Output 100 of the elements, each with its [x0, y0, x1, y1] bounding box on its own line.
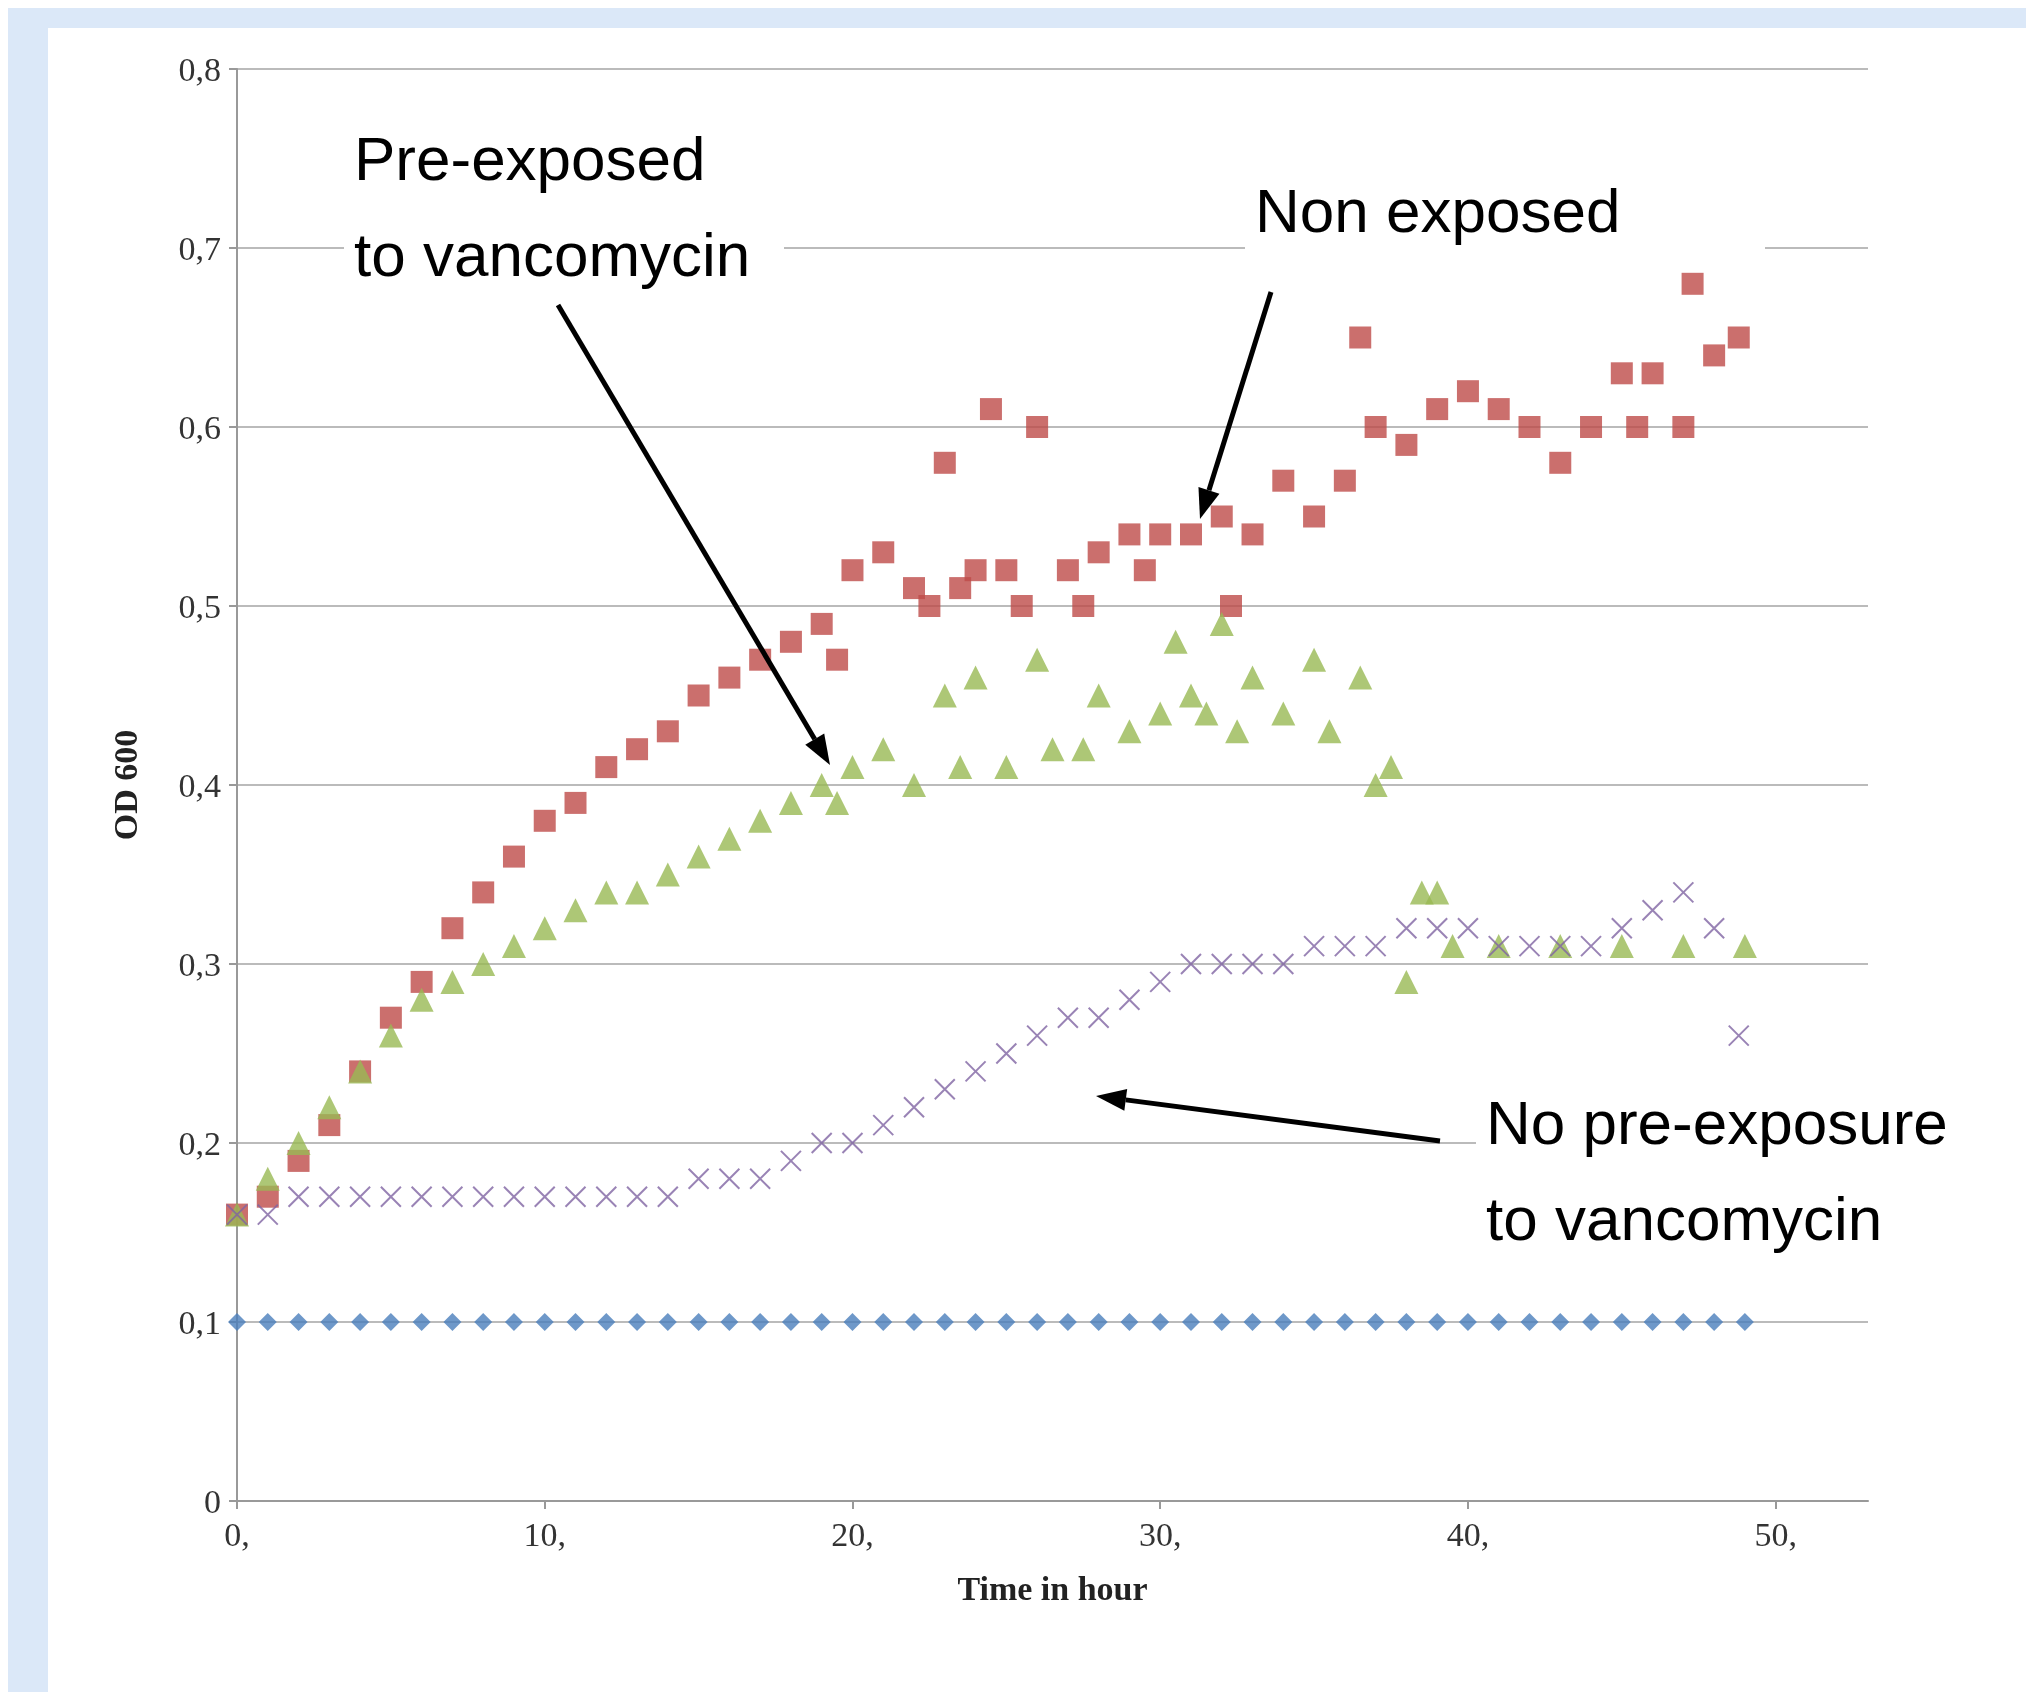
point: [1703, 917, 1726, 940]
point: [1040, 737, 1065, 762]
point: [933, 1078, 956, 1101]
point: [1363, 773, 1388, 797]
point: [720, 1313, 739, 1331]
y-tick-label: 0: [204, 1482, 221, 1520]
point: [1179, 953, 1202, 975]
point: [841, 1132, 864, 1154]
point: [809, 773, 834, 797]
point: [532, 916, 557, 941]
point: [501, 934, 526, 959]
point: [1395, 917, 1418, 940]
point: [1428, 1313, 1447, 1331]
point: [1028, 1313, 1047, 1331]
point: [1458, 1313, 1477, 1331]
point: [286, 1131, 311, 1155]
point: [874, 1313, 893, 1331]
point: [471, 952, 496, 976]
y-tick-label: 0,2: [178, 1124, 221, 1162]
point: [1272, 953, 1295, 975]
point: [1271, 701, 1296, 726]
point: [504, 1313, 523, 1331]
point: [1026, 1024, 1049, 1047]
point: [748, 808, 773, 833]
y-tick-label: 0,8: [178, 50, 221, 88]
point: [1148, 701, 1173, 726]
point: [474, 1313, 493, 1331]
point: [840, 755, 865, 780]
point: [1210, 953, 1233, 975]
point: [1058, 1313, 1077, 1331]
x-tick-label: 20,: [831, 1515, 874, 1553]
point: [1089, 1313, 1108, 1331]
point: [1551, 1313, 1570, 1331]
point: [628, 1313, 647, 1331]
y-tick-label: 0,6: [178, 408, 221, 446]
x-tick-label: 10,: [523, 1515, 566, 1553]
point: [1163, 629, 1188, 654]
point: [381, 1313, 400, 1331]
point: [905, 1313, 924, 1331]
point: [932, 683, 957, 708]
point: [409, 987, 434, 1012]
point: [686, 844, 711, 869]
point: [1181, 1313, 1200, 1331]
point: [1610, 917, 1633, 940]
point: [751, 1313, 770, 1331]
point: [1518, 935, 1541, 958]
point: [1732, 934, 1757, 959]
point: [1348, 665, 1373, 690]
point: [1317, 719, 1342, 744]
y-tick-label: 0,5: [178, 587, 221, 625]
point: [1056, 1006, 1079, 1029]
point: [1071, 737, 1096, 762]
point: [1641, 899, 1664, 922]
point: [1440, 934, 1465, 959]
x-tick-label: 0,: [224, 1515, 250, 1553]
point: [749, 1167, 772, 1190]
point: [1209, 611, 1234, 636]
annotation: No pre-exposure to vancomycin: [1486, 1087, 1966, 1253]
point: [935, 1313, 954, 1331]
point: [566, 1313, 585, 1331]
point: [255, 1166, 280, 1191]
point: [440, 969, 465, 994]
point: [1520, 1313, 1539, 1331]
y-tick-label: 0,4: [178, 766, 221, 804]
point: [1178, 683, 1203, 708]
point: [441, 1185, 464, 1208]
point: [843, 1313, 862, 1331]
point: [964, 1060, 987, 1083]
point: [1394, 969, 1419, 994]
point: [1305, 1313, 1324, 1331]
point: [810, 1132, 833, 1154]
point: [994, 755, 1019, 780]
point: [718, 1167, 741, 1190]
point: [1120, 1313, 1139, 1331]
point: [256, 1203, 279, 1226]
point: [626, 1185, 649, 1208]
point: [1151, 1313, 1170, 1331]
point: [1397, 1313, 1416, 1331]
y-tick-label: 0,7: [178, 229, 221, 267]
point: [564, 1185, 587, 1208]
point: [1241, 953, 1264, 975]
point: [1086, 683, 1111, 708]
point: [1243, 1313, 1262, 1331]
point: [1335, 1313, 1354, 1331]
point: [1643, 1313, 1662, 1331]
point: [625, 880, 650, 905]
point: [1612, 1313, 1631, 1331]
point: [1087, 1006, 1110, 1029]
point: [687, 1167, 710, 1190]
point: [778, 790, 803, 815]
point: [963, 665, 988, 690]
point: [1274, 1313, 1293, 1331]
point: [902, 773, 927, 797]
point: [903, 1096, 926, 1119]
point: [781, 1313, 800, 1331]
point: [1225, 719, 1250, 744]
point: [287, 1185, 310, 1208]
point: [1705, 1313, 1724, 1331]
point: [1456, 917, 1479, 940]
point: [535, 1313, 554, 1331]
